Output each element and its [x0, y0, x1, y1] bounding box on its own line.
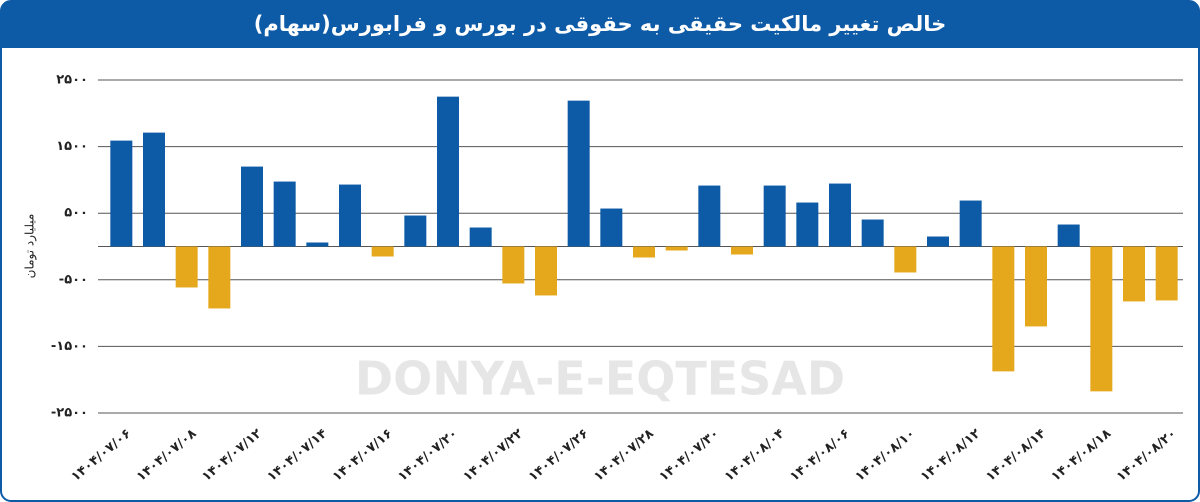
bar — [502, 246, 525, 284]
bar — [1123, 246, 1145, 302]
bar — [633, 246, 655, 258]
bar — [1025, 246, 1047, 327]
bar — [796, 202, 819, 247]
bar — [404, 215, 427, 247]
bar — [306, 242, 329, 247]
bar — [829, 183, 851, 247]
bar — [600, 208, 623, 247]
bar — [371, 246, 394, 257]
y-tick-label: -۲۵۰۰ — [51, 406, 88, 421]
bar — [567, 100, 590, 247]
bar — [535, 246, 557, 296]
y-tick-label: ۱۵۰۰ — [56, 139, 88, 154]
y-axis-label: میلیارد تومان — [23, 214, 38, 279]
title-bar — [1, 1, 1199, 48]
bar — [1155, 246, 1178, 301]
bar — [273, 181, 296, 247]
y-tick-label: ۵۰۰ — [64, 206, 88, 221]
bar — [469, 227, 492, 247]
bar — [339, 184, 361, 247]
bar — [763, 185, 786, 247]
bar — [698, 185, 721, 247]
bar — [959, 200, 982, 247]
bar — [927, 236, 949, 247]
y-tick-label: -۱۵۰۰ — [51, 339, 88, 354]
bar — [894, 246, 917, 273]
bar — [437, 96, 459, 247]
bar — [731, 246, 753, 255]
bar — [208, 246, 231, 309]
bar — [665, 246, 688, 251]
bar — [241, 166, 263, 247]
bar — [110, 140, 133, 247]
bar — [175, 246, 198, 288]
bar — [861, 219, 884, 247]
bar — [1090, 246, 1113, 392]
y-tick-label: ۲۵۰۰ — [56, 73, 88, 88]
watermark: DONYA-E-EQTESAD — [355, 352, 845, 406]
bar — [143, 132, 165, 247]
bar — [1057, 224, 1080, 247]
y-tick-label: -۵۰۰ — [59, 272, 88, 287]
bar — [992, 246, 1015, 372]
chart-title: خالص تغییر مالکیت حقیقی به حقوقی در بورس… — [254, 12, 946, 36]
